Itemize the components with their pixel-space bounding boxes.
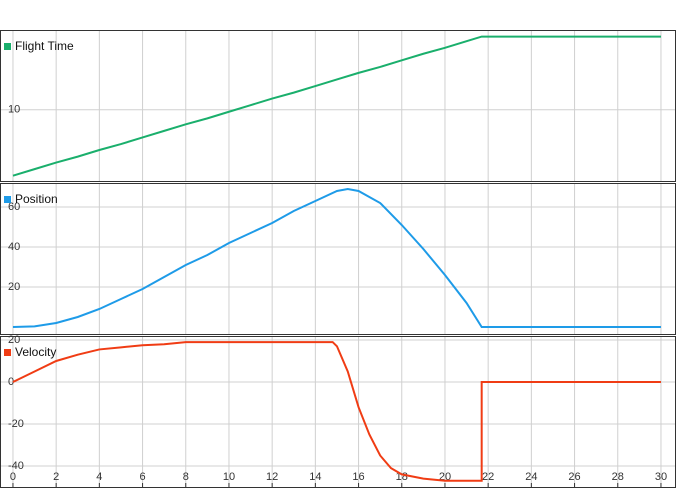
panel <box>0 30 676 182</box>
legend-text: Flight Time <box>15 39 74 53</box>
x-tick-label: 24 <box>525 471 537 483</box>
series-line <box>12 341 661 482</box>
x-tick-label: 22 <box>482 471 494 483</box>
x-tick-label: 10 <box>223 471 235 483</box>
x-tick-label: 4 <box>96 471 102 483</box>
x-tick-label: 26 <box>568 471 580 483</box>
x-tick-label: 12 <box>266 471 278 483</box>
y-tick-label: 10 <box>8 104 20 116</box>
legend-swatch <box>4 196 11 203</box>
x-tick-label: 16 <box>352 471 364 483</box>
legend-swatch <box>4 349 11 356</box>
panel <box>0 336 676 488</box>
series-line <box>12 187 661 328</box>
x-tick-label: 2 <box>53 471 59 483</box>
y-tick-label: 20 <box>8 334 20 346</box>
y-tick-label: -20 <box>8 418 24 430</box>
x-tick-label: 28 <box>612 471 624 483</box>
x-tick-label: 14 <box>309 471 321 483</box>
x-tick-label: 0 <box>10 471 16 483</box>
legend-text: Velocity <box>15 345 56 359</box>
x-tick-label: 30 <box>655 471 667 483</box>
x-tick-label: 6 <box>139 471 145 483</box>
panel <box>0 183 676 335</box>
legend-text: Position <box>15 192 58 206</box>
y-tick-label: 0 <box>8 376 14 388</box>
x-tick-label: 8 <box>183 471 189 483</box>
legend-swatch <box>4 43 11 50</box>
y-tick-label: 40 <box>8 241 20 253</box>
series-line <box>12 35 661 177</box>
y-tick-label: -40 <box>8 460 24 472</box>
y-tick-label: 20 <box>8 281 20 293</box>
y-tick-label: 60 <box>8 201 20 213</box>
x-tick-label: 18 <box>396 471 408 483</box>
